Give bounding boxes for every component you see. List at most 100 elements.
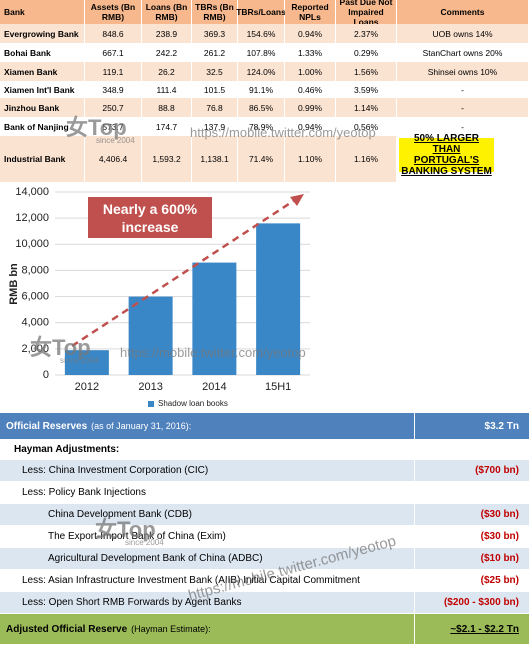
table-cell: 1.56% (336, 62, 397, 81)
table-cell: 848.6 (85, 24, 142, 43)
reserve-label: Agricultural Development Bank of China (… (0, 548, 414, 570)
table-cell: Shinsei owns 10% (397, 62, 529, 81)
y-tick-label: 14,000 (15, 186, 49, 198)
reserve-value: ($30 bn) (415, 526, 529, 548)
table-cell: 369.3 (192, 24, 238, 43)
table-cell: Bank of Nanjing (0, 117, 85, 136)
bar (64, 350, 109, 375)
label-text: Hayman Adjustments: (14, 444, 120, 455)
legend-label: Shadow loan books (158, 399, 228, 408)
label-text: Less: Open Short RMB Forwards by Agent B… (22, 597, 242, 608)
label-text: Less: Asian Infrastructure Investment Ba… (22, 575, 360, 586)
table-cell: - (397, 81, 529, 98)
reserve-value: $3.2 Tn (415, 413, 529, 440)
table-cell: Bohai Bank (0, 43, 85, 62)
label-text: The Export-Import Bank of China (Exim) (48, 531, 226, 542)
table-cell: 124.0% (238, 62, 285, 81)
y-tick-label: 8,000 (21, 264, 49, 276)
table-header-cell: Loans (Bn RMB) (142, 0, 192, 24)
table-cell: 1,593.2 (142, 136, 192, 182)
table-header-cell: Past Due Not Impaired Loans (336, 0, 397, 27)
y-tick-label: 0 (43, 369, 49, 381)
table-cell: 0.99% (285, 98, 336, 117)
reserve-value: ($700 bn) (415, 460, 529, 482)
y-axis-label: RMB bn (8, 263, 20, 305)
table-cell: 76.8 (192, 98, 238, 117)
label-text: Less: Policy Bank Injections (22, 487, 146, 498)
table-cell: 348.9 (85, 81, 142, 98)
table-header-cell: TBRs (Bn RMB) (192, 0, 238, 24)
table-header-cell: TBRs/Loans (236, 0, 286, 24)
y-tick-label: 6,000 (21, 290, 49, 302)
reserve-label: Less: Open Short RMB Forwards by Agent B… (0, 592, 414, 614)
label-note: (Hayman Estimate): (131, 624, 211, 634)
reserve-value (415, 482, 529, 504)
arrow-head (290, 194, 304, 206)
reserve-label: China Development Bank (CDB) (0, 504, 414, 526)
table-cell: Jinzhou Bank (0, 98, 85, 117)
reserve-value: ($10 bn) (415, 548, 529, 570)
label-text: Adjusted Official Reserve (6, 623, 128, 635)
table-cell: 0.46% (285, 81, 336, 98)
label-text: China Development Bank (CDB) (48, 509, 192, 520)
table-cell: 4,406.4 (85, 136, 142, 182)
reserve-label: Official Reserves (as of January 31, 2016… (0, 413, 414, 440)
table-cell: 242.2 (142, 43, 192, 62)
table-cell: 32.5 (192, 62, 238, 81)
table-cell: 107.8% (238, 43, 285, 62)
bar (192, 262, 237, 375)
table-cell: 573.7 (85, 117, 142, 136)
y-tick-label: 10,000 (15, 238, 49, 250)
table-cell: 2.37% (336, 24, 397, 43)
table-cell: 71.4% (238, 136, 285, 182)
table-header-cell: Reported NPLs (285, 0, 336, 24)
table-cell: 1.33% (285, 43, 336, 62)
reserve-label: Less: Asian Infrastructure Investment Ba… (0, 570, 414, 592)
reserve-value: ($200 - $300 bn) (415, 592, 529, 614)
table-cell: 0.94% (285, 24, 336, 43)
table-cell: Xiamen Bank (0, 62, 85, 81)
table-cell: 174.7 (142, 117, 192, 136)
label-note: (as of January 31, 2016): (91, 421, 192, 431)
table-cell: 1.00% (285, 62, 336, 81)
x-tick-label: 15H1 (265, 381, 291, 393)
reserve-value: ($25 bn) (415, 570, 529, 592)
y-tick-label: 4,000 (21, 317, 49, 329)
table-cell: 50% LARGER THAN PORTUGAL'S BANKING SYSTE… (399, 133, 495, 177)
table-header-cell: Comments (397, 0, 529, 24)
x-tick-label: 2014 (202, 381, 226, 393)
label-text: Less: China Investment Corporation (CIC) (22, 465, 209, 476)
table-cell: 101.5 (192, 81, 238, 98)
table-cell: 261.2 (192, 43, 238, 62)
table-cell: 119.1 (85, 62, 142, 81)
table-cell: 111.4 (142, 81, 192, 98)
table-cell: 1.10% (285, 136, 336, 182)
reserve-value: ($30 bn) (415, 504, 529, 526)
chart: 0 2,000 4,000 6,000 8,000 10,000 12,000 14,000 R… (8, 186, 310, 408)
reserve-label: Adjusted Official Reserve (Hayman Estimat… (0, 614, 414, 645)
legend-swatch (148, 401, 154, 407)
table-cell: 88.8 (142, 98, 192, 117)
reserve-label: Less: Policy Bank Injections (0, 482, 414, 504)
y-tick-label: 2,000 (21, 343, 49, 355)
table-cell: 154.6% (238, 24, 285, 43)
reserve-label: The Export-Import Bank of China (Exim) (0, 526, 414, 548)
table-cell: 26.2 (142, 62, 192, 81)
annotation: Nearly a 600% increase (88, 197, 212, 238)
table-cell: 91.1% (238, 81, 285, 98)
table-cell: 137.9 (192, 117, 238, 136)
table-cell: Xiamen Int'l Bank (0, 81, 85, 98)
table-cell: 78.9% (238, 117, 285, 136)
table-cell: 1.16% (336, 136, 397, 182)
table-cell: 0.94% (285, 117, 336, 136)
trend-arrow (71, 196, 299, 348)
label-text: Official Reserves (6, 420, 88, 432)
reserve-value: ~$2.1 - $2.2 Tn (415, 614, 529, 645)
table-cell: 0.56% (336, 117, 397, 136)
table-cell: 3.59% (336, 81, 397, 98)
label-text: Agricultural Development Bank of China (… (48, 553, 263, 564)
reserve-value (415, 440, 529, 460)
table-cell: StanChart owns 20% (397, 43, 529, 62)
table-cell: 86.5% (238, 98, 285, 117)
